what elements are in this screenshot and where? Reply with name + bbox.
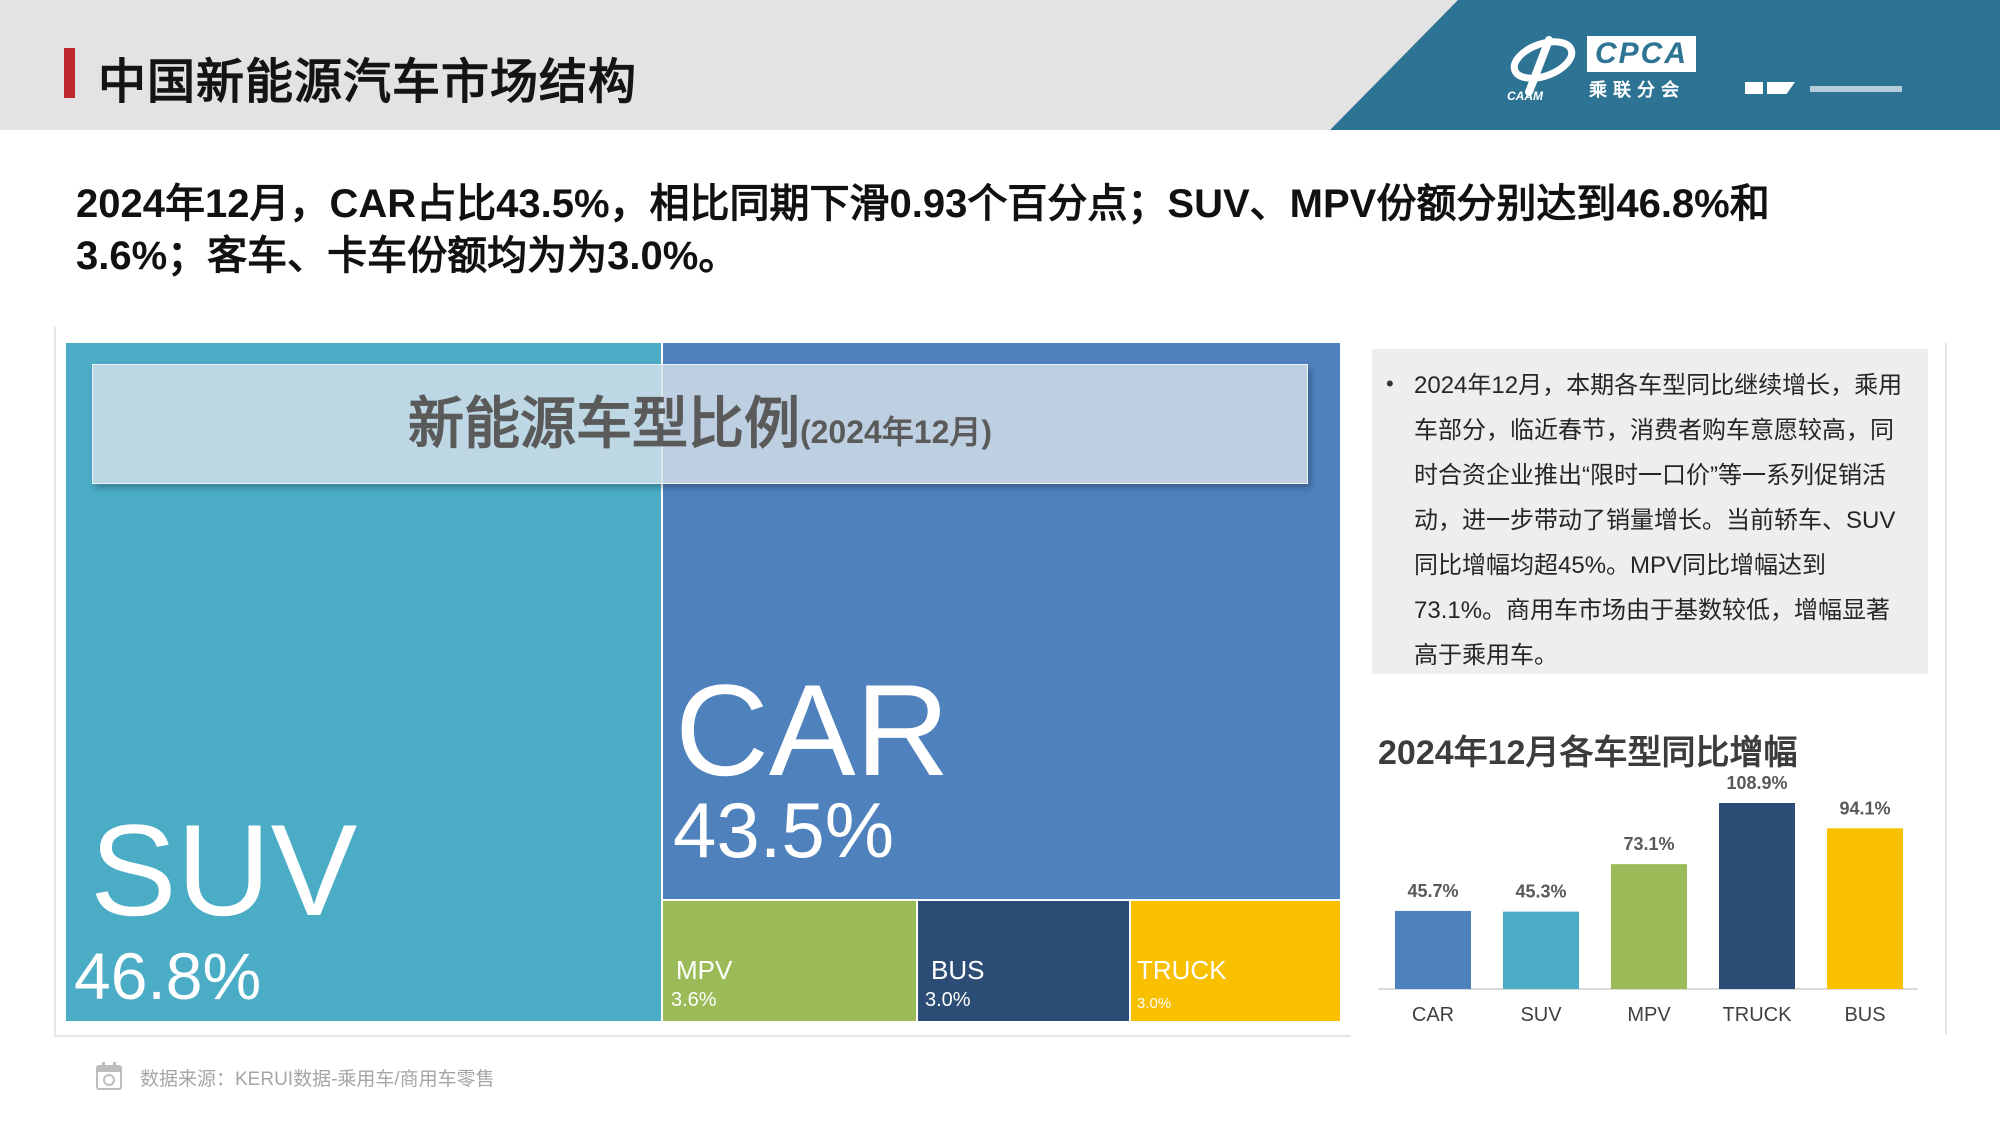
bar-category-label: MPV: [1627, 1004, 1671, 1026]
bar-value-label: 45.7%: [1407, 881, 1458, 901]
tile-label-bus: BUS: [931, 955, 985, 985]
treemap-tile-bus: BUS 3.0%: [918, 901, 1129, 1021]
logo-wordmark: CPCA: [1587, 36, 1697, 72]
headline-line-2: 3.6%；客车、卡车份额均为为3.0%。: [76, 234, 739, 278]
tile-label-car: CAR: [675, 657, 950, 803]
treemap-tile-mpv: MPV 3.6%: [663, 901, 916, 1021]
cpca-logo: CAAM CPCA 乘联分会: [1505, 34, 1705, 102]
tile-label-mpv: MPV: [676, 955, 733, 985]
bar-value-label: 108.9%: [1726, 773, 1787, 793]
treemap-subtitle: (2024年12月): [799, 414, 993, 450]
tile-value-bus: 3.0%: [925, 989, 971, 1011]
bar-truck: [1719, 803, 1795, 989]
bar-suv: [1503, 911, 1579, 989]
bar-category-label: SUV: [1520, 1004, 1562, 1026]
tile-value-truck: 3.0%: [1137, 995, 1172, 1012]
logo-blocks-icon: [1745, 82, 1797, 96]
logo-chinese-name: 乘联分会: [1589, 80, 1685, 100]
treemap-title: 新能源车型比例: [407, 392, 800, 455]
tile-label-suv: SUV: [90, 797, 358, 943]
logo-mark-icon: CAAM: [1507, 36, 1576, 102]
logo-slogan: [1810, 86, 1902, 92]
bar-car: [1395, 910, 1471, 989]
data-source: 数据来源：KERUI数据-乘用车/商用车零售: [140, 1069, 495, 1090]
treemap-title-box: 新能源车型比例(2024年12月): [92, 364, 1308, 484]
tile-label-truck: TRUCK: [1137, 955, 1227, 985]
bar-chart-title: 2024年12月各车型同比增幅: [1378, 734, 1798, 772]
bar-bus: [1827, 828, 1903, 989]
treemap-frame: [54, 327, 1351, 1037]
bar-value-label: 45.3%: [1515, 882, 1566, 902]
headline-line-1: 2024年12月，CAR占比43.5%，相比同期下滑0.93个百分点；SUV、M…: [76, 182, 1770, 226]
bar-category-label: CAR: [1412, 1004, 1454, 1026]
headline: 2024年12月，CAR占比43.5%，相比同期下滑0.93个百分点；SUV、M…: [76, 178, 1936, 282]
commentary-text: 2024年12月，本期各车型同比继续增长，乘用车部分，临近春节，消费者购车意愿较…: [1414, 372, 1903, 669]
bar-value-label: 73.1%: [1623, 834, 1674, 854]
tile-value-mpv: 3.6%: [671, 989, 717, 1011]
commentary-box: • 2024年12月，本期各车型同比继续增长，乘用车部分，临近春节，消费者购车意…: [1372, 349, 1928, 674]
tile-value-car: 43.5%: [673, 786, 895, 874]
calendar-icon: [96, 1062, 122, 1090]
svg-text:CAAM: CAAM: [1507, 89, 1544, 102]
treemap-tile-truck: TRUCK 3.0%: [1131, 901, 1340, 1021]
bar-value-label: 94.1%: [1839, 798, 1890, 818]
right-panel-frame: [1366, 343, 1947, 1035]
bar-mpv: [1611, 864, 1687, 989]
bar-category-label: TRUCK: [1723, 1004, 1793, 1026]
bar-category-label: BUS: [1844, 1004, 1885, 1026]
bullet-dot: •: [1386, 371, 1394, 396]
tile-value-suv: 46.8%: [74, 939, 262, 1013]
title-accent-bar: [64, 48, 75, 98]
page-title: 中国新能源汽车市场结构: [98, 56, 638, 109]
